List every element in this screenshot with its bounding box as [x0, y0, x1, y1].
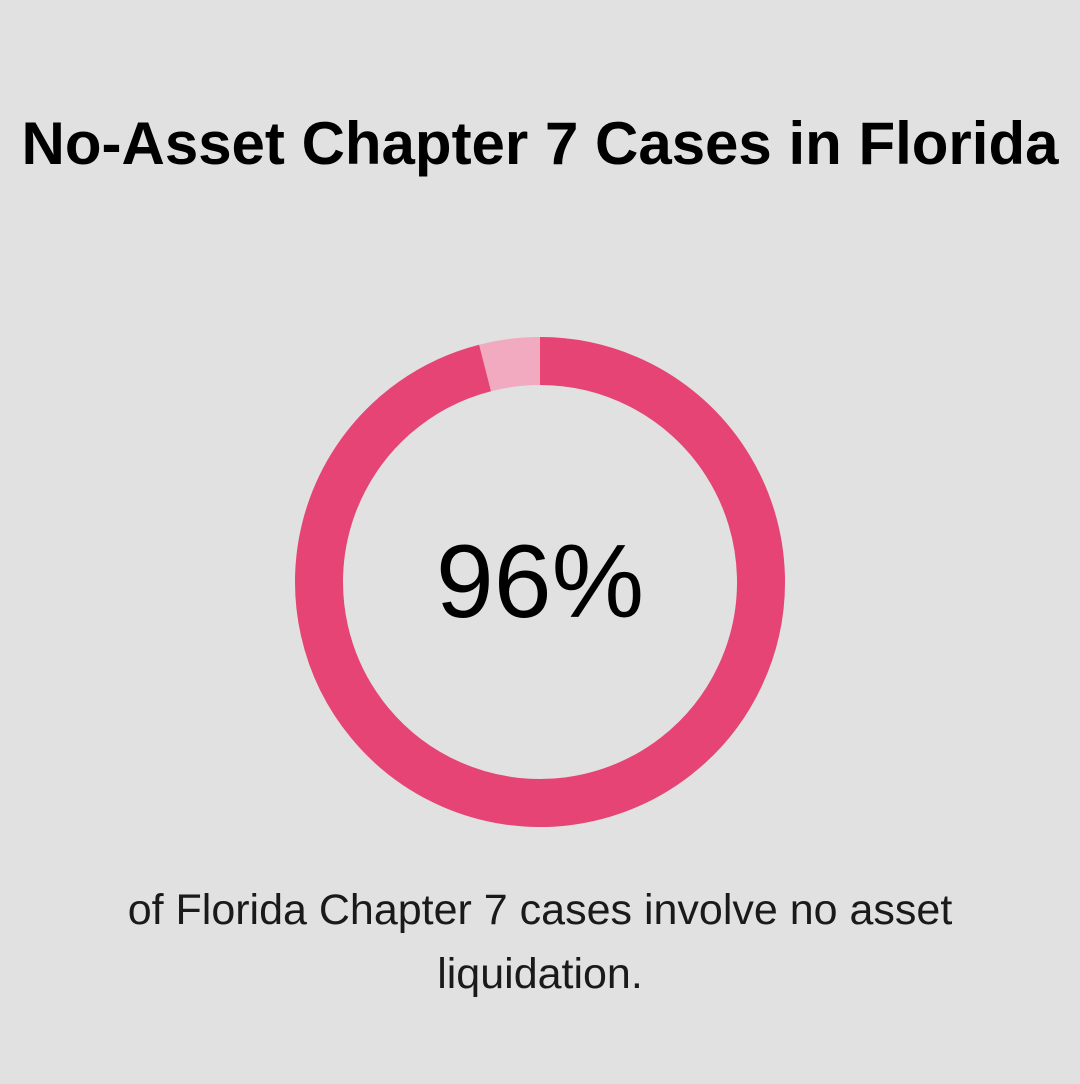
value-label: 96% [436, 524, 644, 640]
donut-segment [479, 337, 541, 392]
caption: of Florida Chapter 7 cases involve no as… [127, 886, 953, 998]
donut-segment [295, 337, 785, 827]
chart-title: No-Asset Chapter 7 Cases in Florida [21, 110, 1059, 177]
